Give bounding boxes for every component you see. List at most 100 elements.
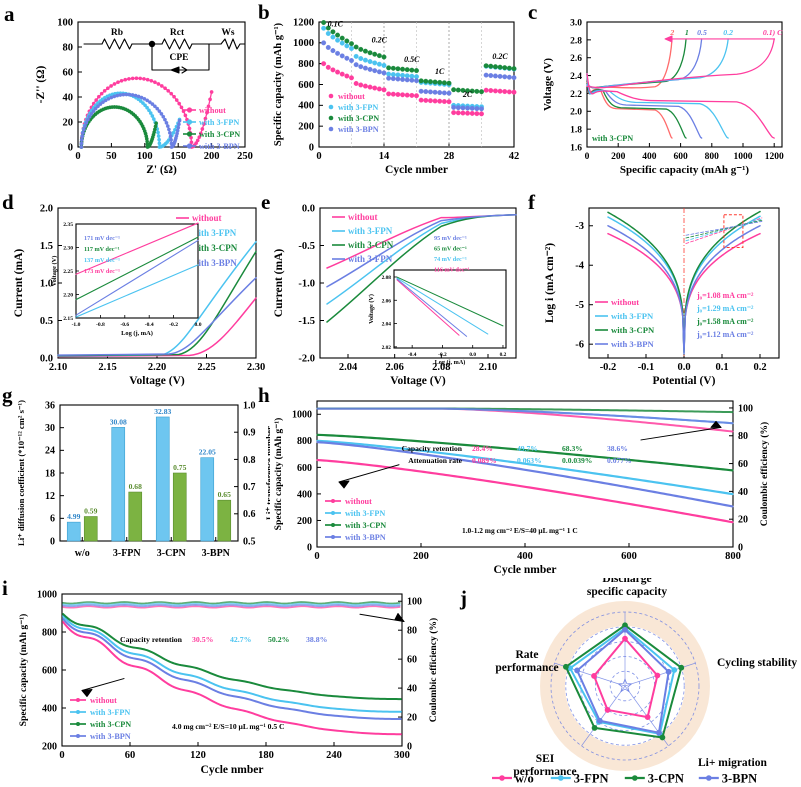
y-tick-label: 0.6 <box>243 509 256 520</box>
panel-g-bar-diffusion <box>111 427 126 542</box>
radar-axis-label: Rate <box>516 649 539 661</box>
y-tick-label: 6 <box>50 514 55 525</box>
y-tick-label: 40 <box>407 683 417 694</box>
x-tick-label: 180 <box>258 750 274 761</box>
radar-vertex <box>665 668 672 675</box>
panel-f-curve-bpn <box>607 225 761 355</box>
x-tick-label: 1000 <box>734 152 753 162</box>
panel-g-category-label: 3-BPN <box>202 548 231 559</box>
radar-vertex <box>656 729 662 736</box>
x-tick-label: 0.1 <box>715 362 728 373</box>
legend-label: without <box>199 106 226 115</box>
radar-axis-label: SEI <box>536 753 555 765</box>
panel-c-x-ticks: 0 200 400 600 800 1000 1200 <box>585 143 784 162</box>
y-tick-label: 2.6 <box>570 54 582 64</box>
circuit-label-rb: Rb <box>111 28 123 38</box>
panel-e-inset-x-title: Log (j, mA) <box>435 359 466 366</box>
x-tick-label: 120 <box>190 750 206 761</box>
x-tick-label: 800 <box>705 152 720 162</box>
panel-e-inset-tafel-1 <box>396 278 468 337</box>
panel-d-inset-tafel-0 <box>75 222 199 275</box>
panel-c-rate-label: 1 <box>685 28 689 37</box>
panel-g-bar-diffusion <box>155 416 170 542</box>
legend-label: with 3-FPN <box>611 311 654 321</box>
radar-center-star <box>617 678 633 693</box>
x-tick-label: 14 <box>379 151 390 162</box>
y-tick-label: 18 <box>45 468 55 479</box>
panel-g-bar-transference <box>172 472 187 542</box>
panel-f-j0-value: j₀=1.29 mA cm⁻² <box>696 304 754 313</box>
panel-h-arrow-head2 <box>710 420 722 428</box>
radar-axis-label: performance <box>513 766 576 778</box>
panel-c-label: c <box>528 0 538 24</box>
x-tick-label: 200 <box>413 551 429 562</box>
y-tick-label: 800 <box>297 436 312 447</box>
panel-b-rate-label: 0.2C <box>492 52 508 61</box>
inset-x-tick-label: -0.2 <box>169 322 178 328</box>
legend-label: without <box>348 212 378 222</box>
circuit-arrow2 <box>181 66 188 74</box>
y-tick-label: 0 <box>407 741 412 752</box>
panel-e-inset-y-title: Voltage (V) <box>368 294 375 324</box>
y-tick-label: 40 <box>738 487 748 498</box>
x-tick-label: 2.15 <box>98 362 116 373</box>
x-tick-label: 2.20 <box>148 362 166 373</box>
panel-d-tafel-value: 117 mV dec⁻¹ <box>84 246 120 253</box>
panel-i-cycling-05c-svg: 0 60 120 180 240 300 200 400 600 800 1000 0 20 40 60 80… <box>18 589 439 776</box>
legend-marker <box>76 722 80 726</box>
legend-label: without <box>338 92 365 101</box>
panel-c-rate-label: 0.5 <box>697 28 707 37</box>
y-tick-label: 600 <box>42 665 57 676</box>
panel-i-capacity-cpn <box>62 613 402 701</box>
panel-i-ce-without <box>62 605 401 609</box>
y-tick-label: 20 <box>63 117 74 128</box>
x-tick-label: 42 <box>509 151 520 162</box>
y-tick-label: 40 <box>63 92 74 103</box>
panel-g-y-right-ticks: 0.5 0.6 0.7 0.8 0.9 1.0 <box>234 400 256 547</box>
circuit-resistor-rct <box>161 38 193 50</box>
y-tick-label: 20 <box>738 515 748 526</box>
legend-label: without <box>611 297 639 307</box>
x-tick-label: 2.10 <box>49 362 67 373</box>
legend-label: without <box>345 497 372 506</box>
panel-i-x-axis-title: Cycle nmber <box>201 764 264 776</box>
y-tick-label: 2.4 <box>570 72 582 82</box>
panel-h-y-left-ticks: 0 200 400 600 800 1000 <box>292 410 321 553</box>
panel-i-arrow-head <box>81 689 93 698</box>
y-tick-label: -1.0 <box>298 278 315 289</box>
y-tick-label: 0 <box>307 542 312 553</box>
panel-g-bar-value-diffusion: 22.05 <box>199 448 216 457</box>
radar-vertex <box>622 635 628 642</box>
panel-c-rate-label: 0.2 <box>723 28 733 37</box>
panel-i-retention-label: Capacity retention <box>120 635 183 644</box>
y-tick-label: 1000 <box>293 38 314 49</box>
panel-g-bar-value-transference: 0.75 <box>173 463 186 472</box>
panel-i-retention-value: 38.8% <box>306 635 328 644</box>
y-tick-label: 100 <box>407 597 422 608</box>
y-tick-label: 20 <box>407 712 417 723</box>
legend: without with 3-FPN with 3-CPN with 3-BPN <box>595 297 655 349</box>
panel-h-ce-bpn <box>316 407 734 425</box>
panel-d-anodic-polarization: 2.10 2.15 2.20 2.25 2.30 0.0 0.5 1.0 1.5 2.0 Volta… <box>0 190 270 388</box>
y-tick-label: 0 <box>68 142 73 153</box>
y-tick-label: 0.9 <box>243 428 256 439</box>
legend-label: with 3-BPN <box>199 142 240 151</box>
y-tick-label: 1000 <box>37 589 57 600</box>
legend-label: with 3-CPN <box>611 325 655 335</box>
inset-y-tick-label: 2.25 <box>63 269 73 275</box>
x-tick-label: 240 <box>326 750 342 761</box>
legend-marker <box>76 710 80 714</box>
panel-d-inset-tafel-3 <box>75 264 199 318</box>
legend-label: with 3-FPN <box>192 228 237 238</box>
panel-i-retention-value: 50.2% <box>268 635 290 644</box>
y-tick-label: -5 <box>575 300 584 311</box>
panel-i-plot-frame <box>61 593 403 747</box>
y-tick-label: 1.5 <box>40 241 53 252</box>
panel-d-curve-cpn <box>57 250 257 357</box>
panel-g-y-right-title: Li⁺ transference number <box>264 426 270 520</box>
panel-c-charge-discharge-svg: 0 200 400 600 800 1000 1200 1.6 1.8 2.0 2.2 2.4 2.6 2… <box>542 18 784 176</box>
panel-i-capacity-without <box>62 621 402 736</box>
y-tick-label: 600 <box>297 463 312 474</box>
panel-b-rate-label: 0.1C <box>328 20 344 29</box>
y-tick-label: 400 <box>297 489 312 500</box>
